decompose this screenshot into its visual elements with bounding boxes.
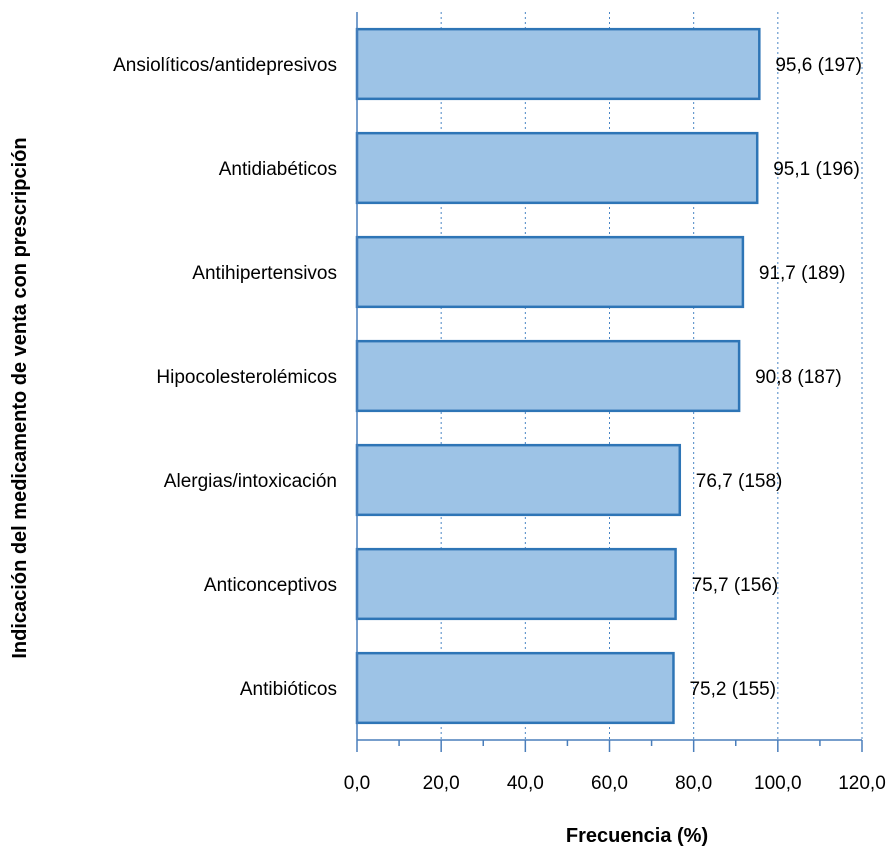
category-label-5: Anticonceptivos [204,575,337,596]
x-tick-label-4: 80,0 [675,773,712,794]
bar-0 [355,27,761,101]
y-axis-title: Indicación del medicamento de venta con … [9,137,31,658]
data-label-4: 76,7 (158) [696,471,783,492]
bar-6 [355,651,675,725]
x-tick-label-0: 0,0 [344,773,370,794]
data-label-1: 95,1 (196) [773,159,860,180]
data-label-5: 75,7 (156) [692,575,779,596]
data-labels: 95,6 (197) 95,1 (196) 91,7 (189) 90,8 (187)… [689,55,861,700]
x-tick-label-6: 120,0 [838,773,886,794]
data-label-3: 90,8 (187) [755,367,842,388]
bar-1 [355,131,759,205]
x-axis-title: Frecuencia (%) [566,825,708,847]
x-tick-labels: 0,0 20,0 40,0 60,0 80,0 100,0 120,0 [344,773,886,794]
category-label-6: Antibióticos [240,679,337,700]
category-label-3: Hipocolesterolémicos [156,367,337,388]
bar-3 [355,339,741,413]
bar-5 [355,547,677,621]
x-tick-label-1: 20,0 [423,773,460,794]
x-tick-label-2: 40,0 [507,773,544,794]
category-label-2: Antihipertensivos [192,263,337,284]
data-label-6: 75,2 (155) [689,679,776,700]
x-tick-label-5: 100,0 [754,773,802,794]
category-label-1: Antidiabéticos [219,159,337,180]
category-label-0: Ansiolíticos/antidepresivos [113,55,337,76]
bar-2 [355,235,745,309]
category-labels: Ansiolíticos/antidepresivos Antidiabético… [113,55,337,700]
category-label-4: Alergias/intoxicación [164,471,337,492]
axes [356,12,863,752]
x-tick-label-3: 60,0 [591,773,628,794]
data-label-2: 91,7 (189) [759,263,846,284]
data-label-0: 95,6 (197) [775,55,862,76]
bar-4 [355,443,682,517]
bars [355,27,761,725]
